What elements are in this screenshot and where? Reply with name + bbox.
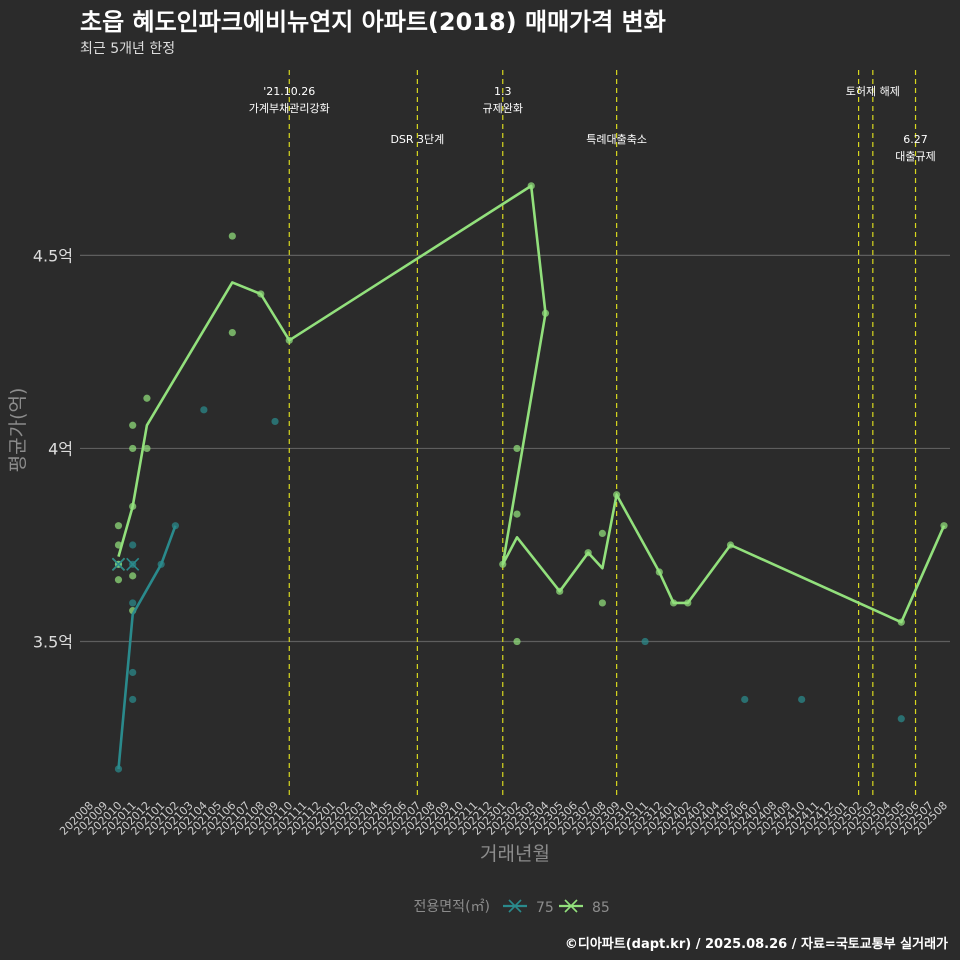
x-axis: 2020082020092020102020112020122021012021… — [57, 799, 950, 838]
series-line-85 — [117, 184, 946, 624]
data-point — [129, 572, 137, 580]
data-point — [200, 406, 208, 414]
data-point — [114, 522, 123, 530]
data-point — [513, 637, 521, 646]
data-point — [129, 599, 137, 607]
event-label: DSR 3단계 — [390, 133, 444, 146]
event-label: 가계부채관리강화 — [249, 102, 330, 115]
data-point — [114, 576, 123, 584]
data-point — [228, 232, 236, 240]
data-point — [271, 417, 279, 426]
chart-title: 초읍 혜도인파크에비뉴연지 아파트(2018) 매매가격 변화 — [80, 8, 666, 36]
event-label: 1.3 — [494, 85, 512, 98]
footer-credit: ©디아파트(dapt.kr) / 2025.08.26 / 자료=국토교통부 실… — [565, 936, 948, 952]
series-line-75 — [117, 525, 177, 770]
legend-label-85: 85 — [592, 900, 610, 916]
chart-subtitle: 최근 5개년 한정 — [80, 41, 175, 57]
data-point — [129, 421, 137, 429]
data-point — [129, 444, 137, 453]
data-point — [598, 599, 607, 607]
legend-marker-85 — [564, 899, 578, 913]
legend-marker-75 — [508, 899, 522, 913]
data-point — [513, 444, 521, 453]
data-point — [798, 695, 806, 704]
y-axis: 3.5억 4억 4.5억 — [33, 246, 73, 651]
legend-label-75: 75 — [536, 900, 554, 916]
cross-marker — [126, 557, 140, 571]
data-point — [143, 394, 151, 402]
event-label: 대출규제 — [895, 150, 935, 163]
series-lines — [111, 184, 946, 770]
data-point — [129, 695, 137, 704]
event-lines — [288, 70, 917, 796]
legend: 전용면적(㎡) 75 85 — [414, 899, 610, 916]
data-point — [897, 715, 905, 723]
data-point — [741, 695, 749, 704]
data-point — [143, 444, 151, 453]
cross-marker — [111, 557, 126, 571]
event-label: '21.10.26 — [263, 85, 315, 98]
event-label: 규제완화 — [483, 102, 523, 115]
y-tick-label: 4억 — [48, 439, 73, 458]
data-point — [228, 328, 236, 337]
y-tick-label: 3.5억 — [33, 633, 73, 652]
legend-title: 전용면적(㎡) — [414, 899, 490, 915]
data-point — [598, 529, 607, 538]
x-axis-label: 거래년월 — [480, 843, 550, 865]
data-point — [513, 510, 521, 518]
y-axis-label: 평균가(억) — [7, 388, 29, 473]
event-label: 특례대출축소 — [586, 133, 647, 146]
event-label: 토허제 해제 — [846, 84, 900, 98]
data-point — [129, 541, 137, 549]
data-point — [641, 637, 649, 646]
event-label: 6.27 — [903, 133, 928, 146]
data-point — [129, 668, 137, 677]
y-tick-label: 4.5억 — [33, 246, 73, 265]
